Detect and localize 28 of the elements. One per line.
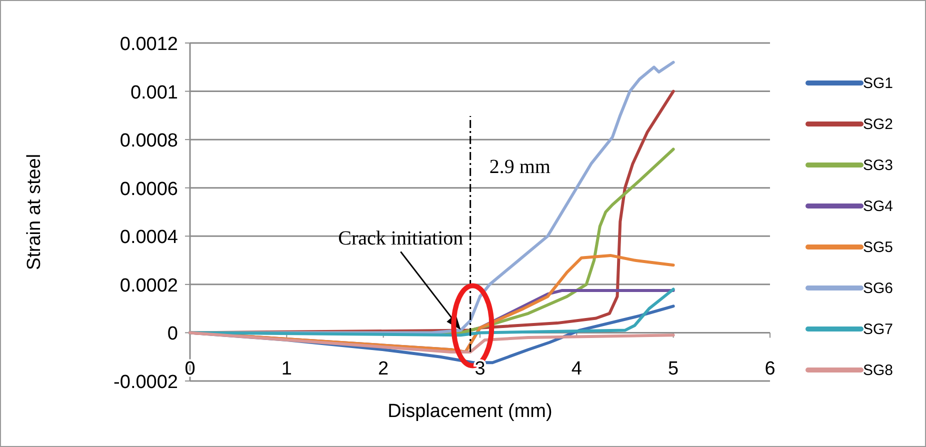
x-tick-label: 2 bbox=[378, 358, 389, 380]
annotation: Crack initiation bbox=[338, 228, 464, 250]
legend-label: SG3 bbox=[863, 157, 894, 174]
ref-line-label: 2.9 mm bbox=[489, 156, 551, 178]
y-tick-label: 0 bbox=[167, 324, 178, 345]
x-tick-label: 5 bbox=[668, 358, 679, 380]
legend-label: SG6 bbox=[863, 280, 894, 297]
x-tick-label: 4 bbox=[571, 358, 582, 380]
y-tick-label: -0.0002 bbox=[114, 372, 178, 393]
y-tick-label: 0.0004 bbox=[120, 227, 178, 248]
x-axis-title: Displacement (mm) bbox=[388, 401, 552, 422]
y-tick-label: 0.0008 bbox=[120, 130, 178, 152]
legend-label: SG1 bbox=[863, 75, 894, 92]
legend-label: SG8 bbox=[863, 362, 894, 379]
y-tick-label: 0.0012 bbox=[120, 34, 178, 55]
x-tick-label: 0 bbox=[184, 358, 196, 380]
legend-label: SG2 bbox=[863, 116, 894, 133]
y-axis-title: Strain at steel bbox=[24, 154, 45, 270]
legend-label: SG5 bbox=[863, 239, 894, 256]
line-series bbox=[188, 288, 675, 337]
line-series bbox=[188, 331, 675, 354]
legend-label: SG7 bbox=[863, 321, 894, 338]
y-tick-label: 0.0002 bbox=[120, 275, 178, 296]
x-tick-label: 1 bbox=[281, 358, 292, 380]
x-tick-label: 6 bbox=[764, 358, 776, 380]
y-tick-label: 0.001 bbox=[130, 82, 178, 104]
y-tick-label: 0.0006 bbox=[120, 178, 178, 200]
legend-label: SG4 bbox=[863, 198, 894, 215]
